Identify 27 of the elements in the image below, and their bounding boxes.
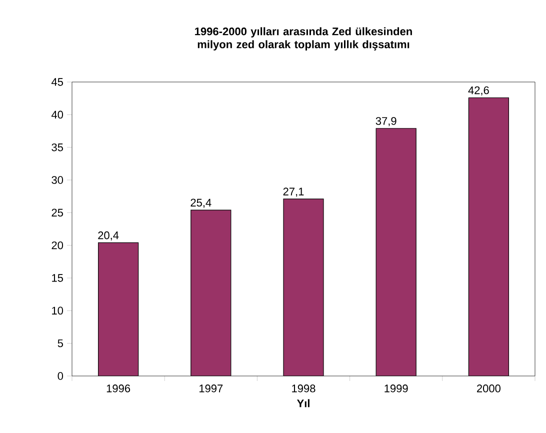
x-tick-label: 1996: [106, 384, 130, 392]
chart-title: 1996-2000 yılları arasında Zed ülkesinden milyon zed olarak toplam yıllık dışsatımı: [195, 27, 412, 50]
bar: [190, 210, 232, 376]
y-tick-label: 40: [51, 110, 64, 119]
bar: [376, 128, 416, 376]
y-tick-label: 10: [52, 306, 64, 315]
bar: [283, 198, 324, 376]
data-label: 27,1: [283, 188, 304, 197]
y-tick-label: 15: [52, 274, 63, 282]
data-label: 37,9: [376, 117, 396, 126]
y-tick-label: 45: [51, 78, 63, 86]
data-label: 25,4: [190, 198, 212, 208]
bar: [468, 97, 509, 376]
y-tick-label: 35: [52, 143, 63, 152]
x-tick-label: 2000: [477, 384, 500, 392]
y-tick-label: 25: [52, 208, 63, 217]
data-label: 20,4: [98, 231, 119, 241]
x-tick-label: 1997: [200, 384, 223, 392]
y-tick-label: 30: [52, 176, 64, 184]
x-tick-label: 1999: [384, 384, 408, 392]
x-tick-label: 1998: [292, 384, 316, 392]
data-label: 42,6: [468, 86, 489, 96]
x-axis-title: Yıl: [296, 399, 310, 408]
y-tick-label: 0: [58, 372, 64, 380]
y-tick-label: 20: [52, 241, 64, 250]
y-tick-label: 5: [58, 339, 63, 348]
bar: [98, 242, 139, 376]
